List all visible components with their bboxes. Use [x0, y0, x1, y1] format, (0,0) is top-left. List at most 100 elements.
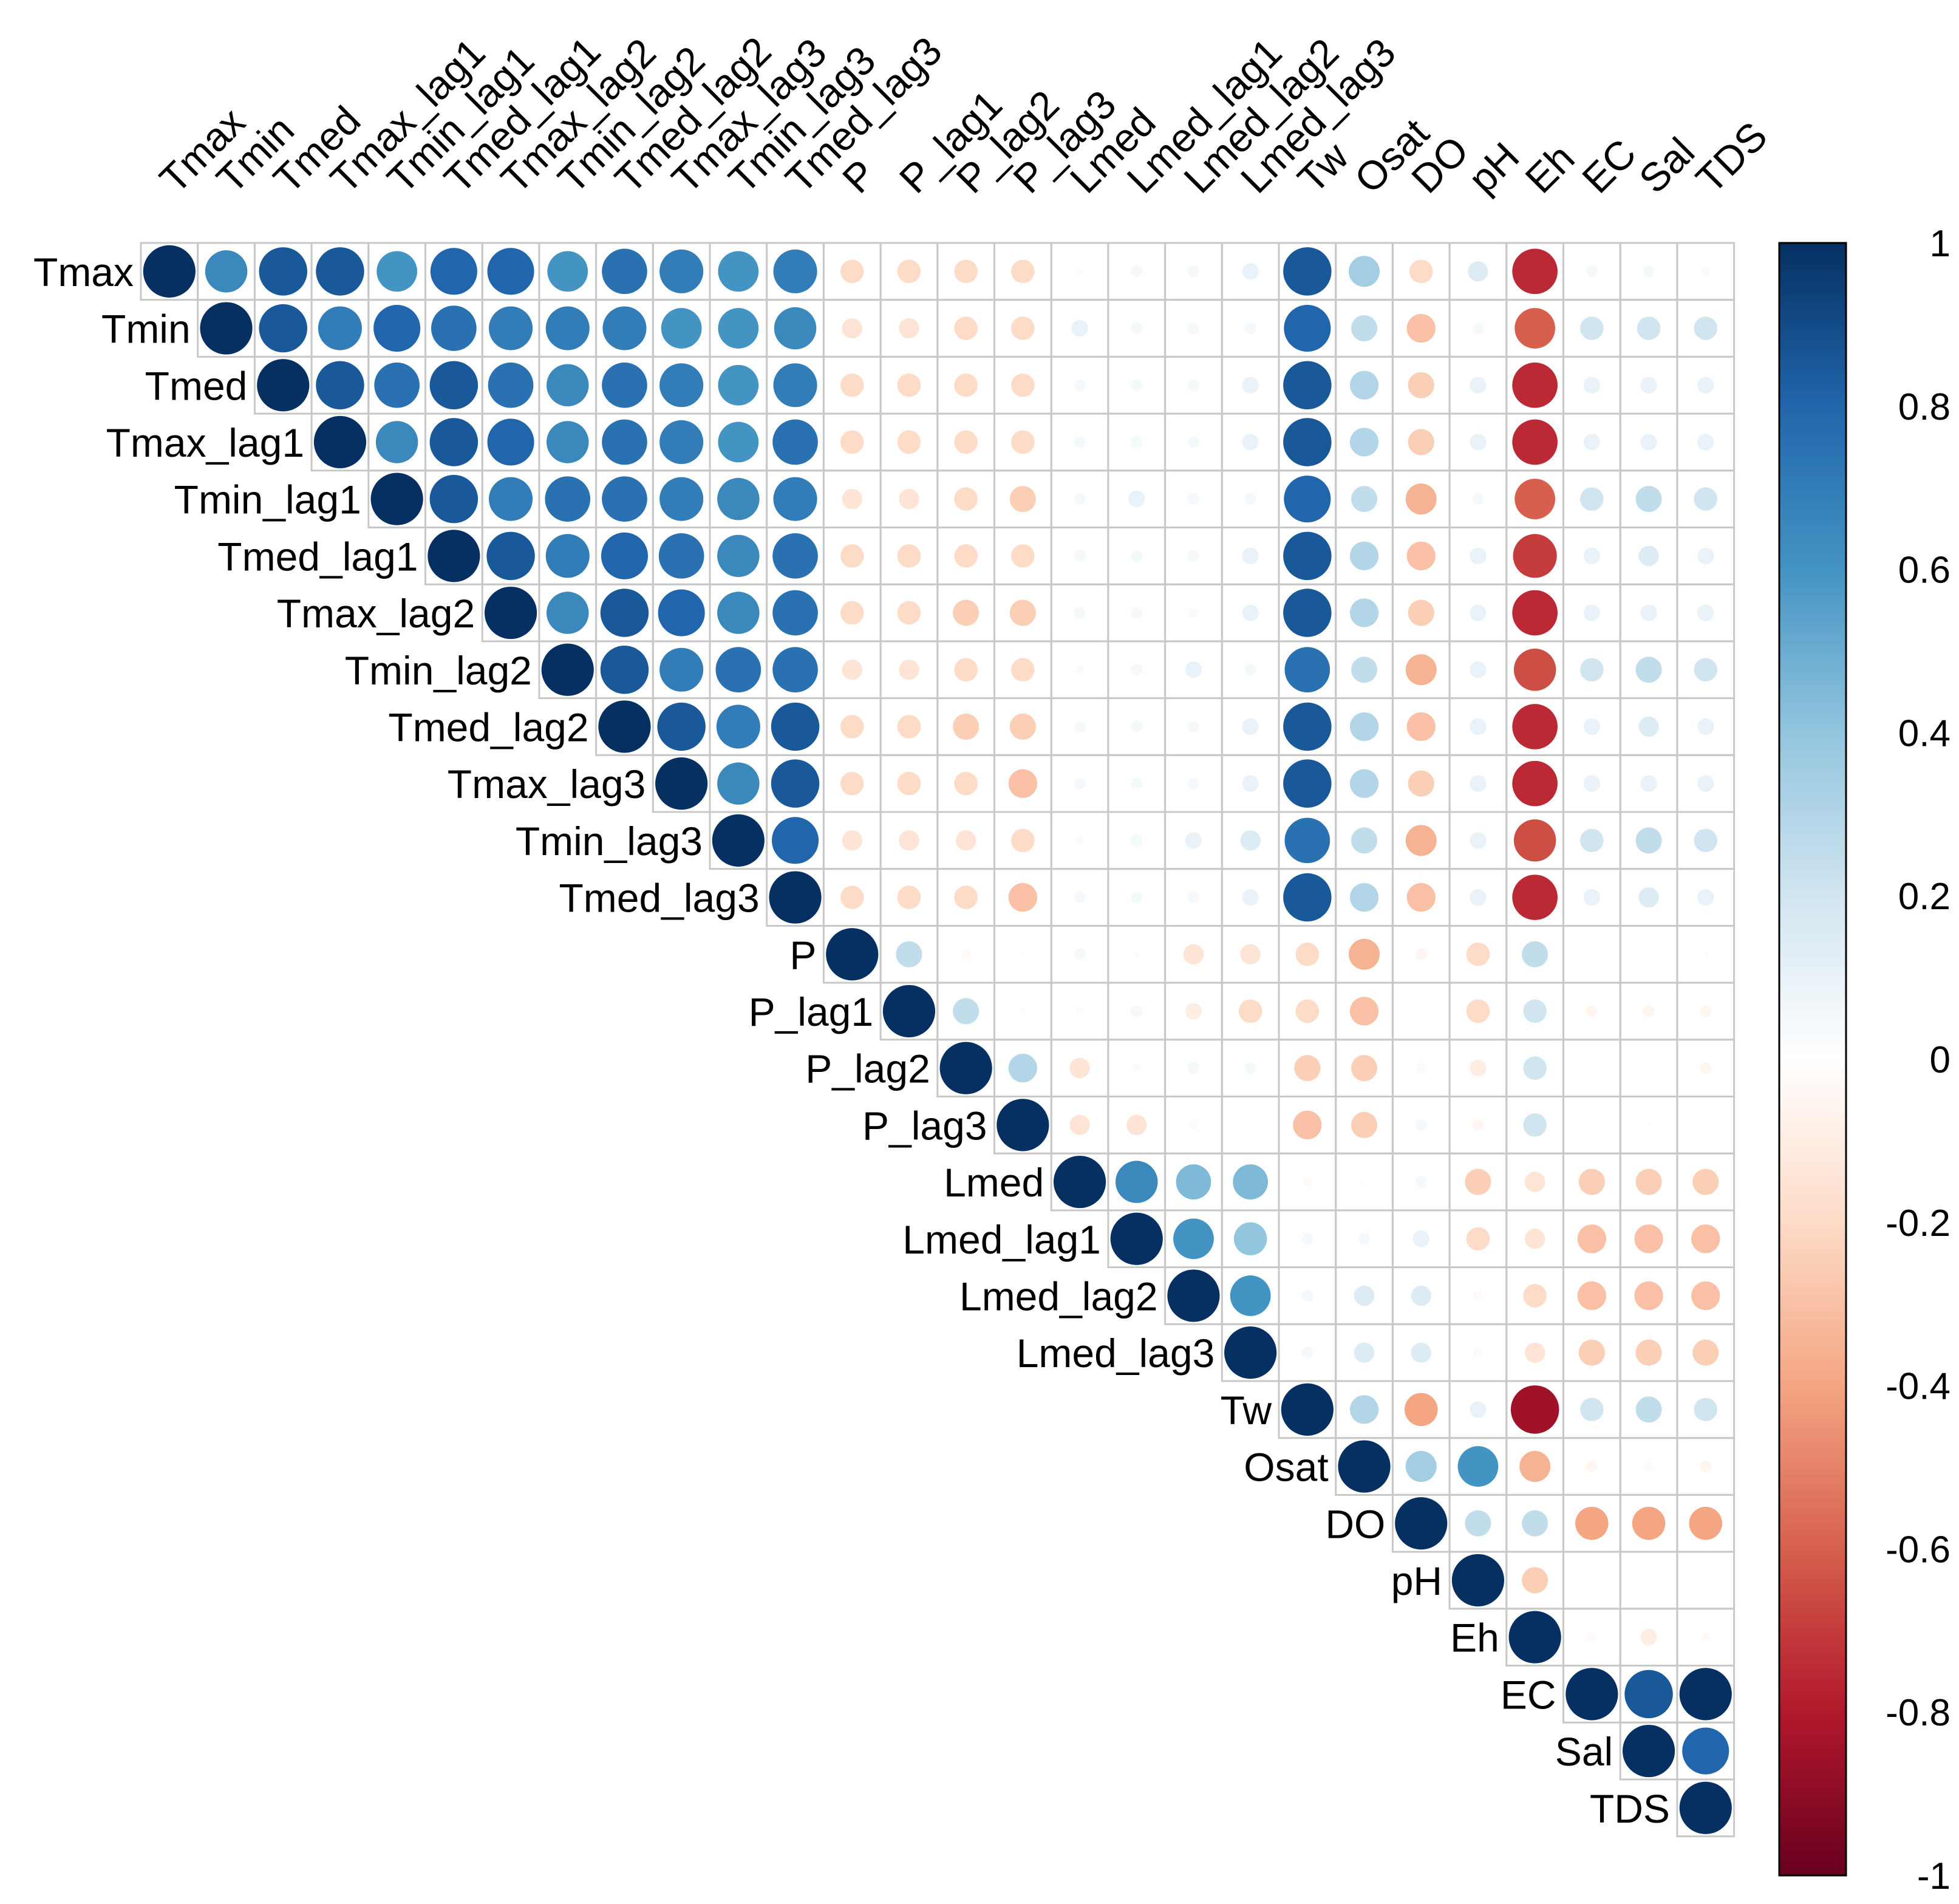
corr-circle-Tmed_lag2-Tmed_lag3	[771, 702, 820, 751]
corr-circle-Osat-Eh	[1519, 1451, 1551, 1483]
corr-circle-Tmin-Tmax_lag3	[661, 308, 702, 349]
corr-circle-Tmin_lag1-Lmed_lag3	[1244, 493, 1256, 505]
corr-circle-Tmed_lag2-Tmed_lag2	[598, 700, 651, 753]
row-label-Sal: Sal	[1555, 1729, 1613, 1774]
row-label-Tmed_lag3: Tmed_lag3	[559, 876, 759, 921]
corr-circle-Tmed_lag3-Sal	[1638, 887, 1659, 908]
corr-circle-Tmax-Tmed	[259, 247, 307, 296]
corr-circle-Tmin_lag3-DO	[1405, 825, 1437, 856]
corr-circle-Tmin_lag3-P	[842, 830, 862, 851]
corr-circle-Tmax-Tmed_lag2	[602, 248, 647, 295]
corr-circle-Tmed_lag3-P_lag2	[954, 885, 978, 909]
corr-circle-Lmed_lag3-Eh	[1524, 1342, 1545, 1363]
corr-circle-Tmax-P_lag2	[954, 259, 978, 284]
row-label-P_lag3: P_lag3	[862, 1103, 987, 1148]
corr-circle-Tmin_lag3-P_lag2	[955, 830, 976, 851]
corr-circle-Tmax_lag2-EC	[1583, 604, 1600, 621]
corr-circle-Tmin-Lmed_lag2	[1187, 322, 1200, 335]
corr-circle-Tmin_lag2-P_lag3	[1011, 658, 1035, 682]
corr-circle-Tmin_lag2-Lmed	[1075, 665, 1085, 675]
corr-circle-Tmed_lag2-Lmed_lag1	[1131, 720, 1143, 733]
corr-circle-Tmed-P_lag3	[1011, 373, 1035, 397]
corr-circle-Tmin-Lmed_lag1	[1131, 322, 1143, 335]
row-label-P: P	[789, 932, 816, 977]
corr-circle-P_lag2-Lmed_lag3	[1244, 1062, 1256, 1074]
corr-circle-Tmed_lag1-P	[840, 544, 864, 568]
corr-circle-Tmin_lag1-pH	[1472, 493, 1484, 505]
corr-circle-Tmed_lag1-pH	[1470, 547, 1487, 564]
corr-circle-Tw-pH	[1470, 1401, 1487, 1418]
corr-circle-Lmed_lag1-Lmed_lag2	[1173, 1218, 1214, 1260]
cell-P_lag3-TDS	[1676, 1096, 1736, 1155]
corr-circle-Tmin_lag2-P_lag1	[899, 660, 919, 680]
colorbar-gradient	[1778, 242, 1847, 1877]
corr-circle-Lmed_lag1-Osat	[1358, 1233, 1371, 1245]
corr-circle-Tmed-P_lag1	[897, 373, 921, 397]
corr-circle-Tmed_lag3-Lmed_lag2	[1187, 891, 1200, 904]
corr-circle-Tmin_lag1-Tmin_lag3	[717, 477, 760, 520]
corr-circle-Tw-DO	[1404, 1393, 1438, 1427]
corr-circle-Lmed-DO	[1415, 1176, 1427, 1188]
corr-circle-P_lag2-pH	[1470, 1060, 1487, 1077]
column-labels: TmaxTminTmedTmax_lag1Tmin_lag1Tmed_lag1T…	[151, 28, 1776, 202]
corr-circle-Lmed_lag2-Sal	[1634, 1281, 1663, 1311]
corr-circle-Osat-pH	[1457, 1446, 1499, 1487]
row-labels: Tmax Tmin Tmed Tmax_lag1 Tmin_lag1 Tmed_lag1 T…	[33, 250, 1670, 1831]
corr-circle-Tmin_lag2-Tmin_lag2	[541, 643, 594, 696]
corr-circle-Tmax-Tw	[1283, 247, 1332, 296]
row-label-Osat: Osat	[1244, 1445, 1328, 1490]
corr-circle-Lmed_lag3-Osat	[1354, 1342, 1375, 1363]
corr-circle-Tmax-Tmax	[143, 245, 196, 298]
corr-circle-Tmin-Tmin_lag2	[545, 306, 590, 350]
corr-circle-P_lag3-P_lag3	[997, 1099, 1049, 1152]
corr-circle-Lmed_lag1-TDS	[1691, 1224, 1720, 1254]
cell-P-EC	[1562, 924, 1621, 984]
corr-circle-Tmed_lag2-Osat	[1349, 712, 1379, 742]
corr-circle-Tmax_lag3-P_lag2	[954, 771, 978, 796]
colorbar-tick-0.4: 0.4	[1898, 712, 1950, 754]
corr-circle-P_lag1-Osat	[1349, 997, 1379, 1026]
corr-circle-Tmin_lag2-EC	[1580, 658, 1604, 682]
corr-circle-Tmed_lag3-P_lag3	[1008, 882, 1037, 912]
corr-circle-Lmed_lag3-Tw	[1301, 1346, 1313, 1359]
row-label-Lmed_lag2: Lmed_lag2	[959, 1274, 1158, 1319]
corr-circle-P_lag3-Tw	[1293, 1110, 1322, 1139]
corr-circle-Tw-Eh	[1510, 1385, 1559, 1434]
corr-circle-Tmin_lag1-TDS	[1694, 487, 1718, 511]
corr-circle-Tmed-Tmax_lag3	[659, 363, 704, 408]
corr-circle-Tmax_lag1-Lmed_lag2	[1187, 436, 1200, 448]
colorbar-tick--0.6: -0.6	[1886, 1529, 1950, 1571]
corr-circle-Tmax_lag2-Lmed_lag2	[1188, 608, 1198, 618]
corr-circle-P_lag2-Lmed_lag2	[1187, 1062, 1200, 1074]
corr-circle-Osat-Osat	[1338, 1440, 1391, 1493]
corr-circle-Tmed_lag1-Lmed_lag3	[1242, 547, 1259, 564]
corr-circle-Tmax_lag1-EC	[1583, 434, 1600, 451]
corr-circle-P_lag2-TDS	[1700, 1062, 1712, 1074]
corr-circle-Tmed_lag3-TDS	[1697, 889, 1714, 906]
corr-circle-Tmax_lag3-P	[840, 771, 864, 796]
corr-circle-Eh-EC	[1587, 1633, 1596, 1642]
corr-circle-P-Lmed_lag1	[1133, 950, 1140, 958]
corr-circle-Tmed_lag2-Tw	[1283, 702, 1332, 751]
corr-circle-Tmed-Osat	[1349, 370, 1379, 400]
colorbar	[1778, 242, 1847, 1877]
corr-circle-Lmed_lag1-Tw	[1301, 1233, 1313, 1245]
corr-circle-Tmax_lag1-Lmed_lag1	[1131, 436, 1143, 448]
corr-circle-Tmed_lag3-Tw	[1283, 873, 1332, 922]
corr-circle-Lmed_lag2-Eh	[1523, 1284, 1547, 1308]
corr-circle-Tmed-Lmed_lag1	[1131, 379, 1143, 391]
colorbar-tick--0.8: -0.8	[1886, 1692, 1950, 1734]
corr-circle-Tmax_lag2-TDS	[1697, 604, 1714, 621]
corr-circle-Tmin_lag2-Sal	[1635, 657, 1662, 683]
corr-circle-Tmax_lag1-TDS	[1697, 434, 1714, 451]
matrix-grid	[140, 242, 1736, 1838]
corr-circle-Tmax-DO	[1409, 259, 1433, 284]
corr-circle-Tmax-Eh	[1512, 248, 1558, 295]
corr-circle-Tmin-Tmed_lag2	[602, 306, 647, 350]
colorbar-tick-0.6: 0.6	[1898, 550, 1950, 592]
corr-circle-Tmed_lag2-Lmed_lag3	[1242, 718, 1259, 735]
corr-circle-Tmed-Sal	[1640, 377, 1657, 394]
corr-circle-Tmin-pH	[1472, 322, 1484, 335]
corr-circle-Tmed_lag1-P_lag3	[1011, 544, 1035, 568]
corr-circle-Tmax_lag1-Tmin_lag3	[718, 421, 759, 463]
